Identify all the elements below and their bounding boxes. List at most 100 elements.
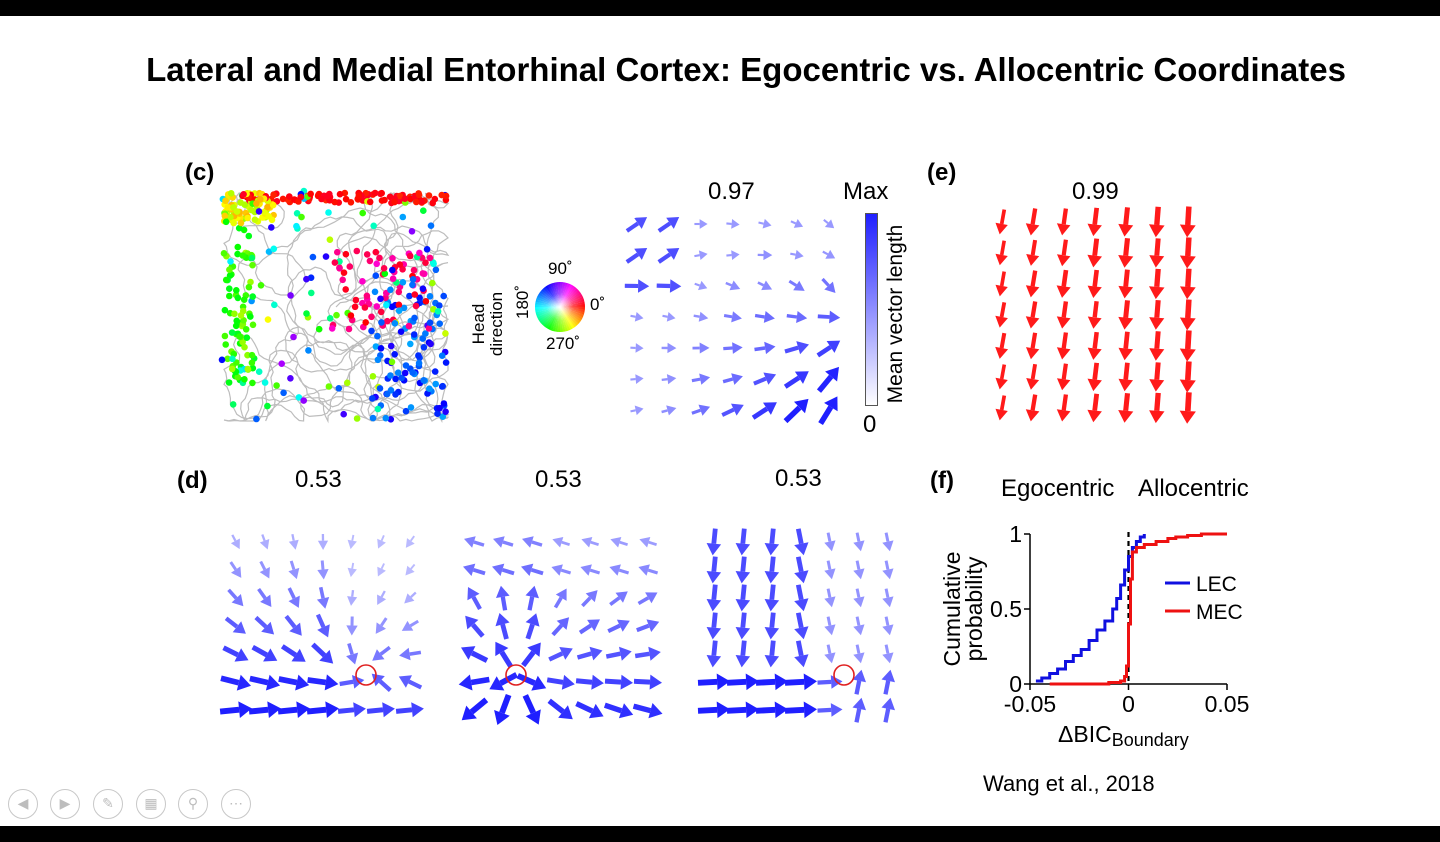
vector-arrow [757, 249, 773, 261]
vector-arrow [852, 697, 866, 723]
vector-arrow [405, 535, 415, 548]
vector-arrow [259, 534, 270, 550]
vector-arrow [1087, 301, 1102, 329]
vector-arrow [578, 619, 600, 635]
vector-arrow [726, 250, 740, 260]
vector-arrow [817, 310, 841, 324]
vector-arrow [277, 701, 310, 718]
colorbar-max: Max [843, 178, 889, 205]
x-axis-label: ΔBICBoundary [1058, 721, 1189, 750]
panel-e-label: (e) [927, 159, 957, 186]
vector-arrow [461, 646, 489, 663]
vector-arrow [1025, 208, 1040, 236]
vector-arrow [824, 616, 836, 636]
panel-d-score-2: 0.53 [535, 466, 582, 493]
vector-field-d3 [697, 528, 895, 723]
vector-arrow [1056, 332, 1071, 360]
vector-field-d1 [219, 533, 424, 718]
vector-arrow [1087, 269, 1102, 298]
vector-arrow [783, 398, 809, 424]
vector-arrow [794, 612, 809, 640]
vector-arrow [853, 616, 865, 636]
panel-f-label: (f) [930, 467, 954, 494]
vector-arrow [366, 702, 395, 718]
vector-arrow [1057, 363, 1071, 391]
vector-arrow [1149, 238, 1165, 268]
vector-arrow [1026, 363, 1040, 390]
head-direction-title: Head direction [469, 291, 506, 357]
vector-arrow [1149, 362, 1165, 392]
vector-arrow [547, 698, 573, 720]
x-tick-label: 0 [1122, 691, 1135, 717]
vector-arrow [229, 561, 242, 578]
vector-arrow [632, 703, 663, 719]
vector-arrow [1149, 268, 1165, 300]
vector-arrow [404, 591, 417, 604]
vector-arrow [995, 271, 1008, 297]
vector-arrow [758, 218, 772, 229]
vector-arrow [757, 280, 773, 291]
vector-arrow [575, 701, 604, 719]
vector-arrow [788, 279, 805, 291]
vector-arrow [1179, 361, 1196, 393]
vector-arrow [630, 405, 644, 416]
svg-text:probability: probability [961, 556, 987, 661]
vector-arrow [754, 341, 776, 355]
panel-d-score-1: 0.53 [295, 466, 342, 493]
vector-arrow [784, 341, 809, 355]
vector-arrow [609, 564, 630, 576]
vector-arrow [882, 588, 894, 608]
vector-arrow [1118, 237, 1134, 268]
vector-arrow [346, 642, 359, 665]
zoom-icon[interactable]: ⚲ [178, 789, 208, 819]
vector-arrow [548, 647, 573, 662]
vector-arrow [1179, 392, 1196, 424]
vector-arrow [633, 674, 662, 690]
vector-arrow [372, 645, 391, 661]
vector-arrow [625, 217, 648, 233]
x-tick-label: 0.05 [1205, 691, 1250, 717]
vector-arrow [636, 619, 660, 633]
vector-arrow [1087, 362, 1102, 392]
vector-arrow [1179, 330, 1196, 362]
vector-arrow [1087, 331, 1102, 360]
next-slide-button[interactable]: ▶ [50, 789, 80, 819]
vector-arrow [607, 619, 630, 634]
vector-arrow [1179, 299, 1196, 331]
vector-arrow [764, 528, 780, 556]
slide: Lateral and Medial Entorhinal Cortex: Eg… [0, 16, 1440, 826]
vector-arrow [726, 701, 759, 719]
previous-slide-button[interactable]: ◀ [8, 789, 38, 819]
vector-arrow [377, 563, 386, 577]
vector-arrow [754, 311, 775, 323]
colorbar-label: Mean vector length [884, 224, 907, 404]
pen-icon[interactable]: ✎ [93, 789, 123, 819]
vector-arrow [824, 532, 836, 552]
vector-arrow [794, 556, 809, 584]
vector-arrow [881, 697, 895, 723]
more-options-icon[interactable]: ⋯ [221, 789, 251, 819]
vector-arrow [521, 642, 541, 668]
vector-arrow [783, 371, 809, 389]
panel-d-score-3: 0.53 [775, 465, 822, 492]
vector-arrow [249, 674, 281, 691]
vector-arrow [630, 312, 644, 322]
vector-arrow [995, 364, 1008, 390]
vector-arrow [853, 644, 865, 664]
vector-arrow [661, 374, 677, 385]
vector-arrow [1149, 331, 1165, 361]
vector-arrow [609, 591, 628, 607]
vector-arrow [1057, 239, 1071, 267]
vector-arrow [706, 640, 722, 668]
spike-dots [218, 187, 450, 423]
vector-arrow [604, 674, 633, 690]
vector-arrow [1087, 207, 1102, 237]
vector-arrow [764, 640, 780, 668]
vector-arrow [1179, 237, 1196, 269]
vector-arrow [1025, 394, 1040, 422]
vector-arrow [1118, 362, 1133, 392]
vector-field-d2 [458, 536, 663, 725]
slides-grid-icon[interactable]: ▦ [136, 789, 166, 819]
vector-arrow [638, 564, 659, 576]
vector-arrow [824, 560, 836, 580]
